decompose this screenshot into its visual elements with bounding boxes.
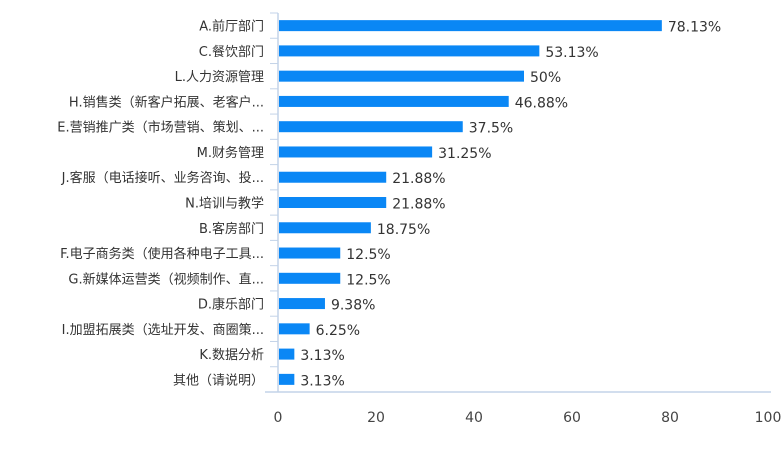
data-label: 12.5% <box>346 247 390 263</box>
category-label: 其他（请说明） <box>173 373 264 388</box>
data-label: 3.13% <box>300 348 344 364</box>
data-label: 31.25% <box>438 146 491 162</box>
x-tick-label: 40 <box>465 410 483 426</box>
bar <box>279 20 662 32</box>
category-label: N.培训与教学 <box>185 196 264 212</box>
bar <box>279 45 540 57</box>
x-tick-label: 60 <box>563 410 581 426</box>
bar <box>279 70 524 82</box>
x-tick-label: 100 <box>755 410 782 426</box>
category-label: E.营销推广类（市场营销、策划、... <box>57 120 264 136</box>
data-label: 21.88% <box>392 197 445 213</box>
data-label: 50% <box>530 70 561 86</box>
data-label: 78.13% <box>668 20 721 36</box>
category-label: K.数据分析 <box>199 348 264 363</box>
data-label: 46.88% <box>515 95 568 111</box>
bar <box>279 323 310 335</box>
bar <box>279 95 509 107</box>
data-label: 9.38% <box>331 298 375 314</box>
data-label: 18.75% <box>377 222 430 238</box>
data-label: 53.13% <box>545 45 598 61</box>
data-label: 21.88% <box>392 171 445 187</box>
category-label: A.前厅部门 <box>199 19 264 35</box>
bar <box>279 222 371 234</box>
bar <box>279 373 295 385</box>
category-label: B.客房部门 <box>199 221 264 237</box>
bar <box>279 146 433 158</box>
x-tick-label: 20 <box>367 410 385 426</box>
bar <box>279 171 387 183</box>
x-tick-label: 0 <box>274 410 283 426</box>
category-label: H.销售类（新客户拓展、老客户... <box>69 94 264 110</box>
category-label: D.康乐部门 <box>198 297 264 313</box>
category-label: I.加盟拓展类（选址开发、商圈策... <box>62 322 264 338</box>
bar <box>279 247 341 259</box>
category-label: F.电子商务类（使用各种电子工具... <box>60 246 264 262</box>
bar <box>279 121 463 133</box>
category-label: C.餐饮部门 <box>199 44 264 60</box>
category-label: M.财务管理 <box>197 145 264 161</box>
data-label: 3.13% <box>300 373 344 389</box>
bar <box>279 272 341 284</box>
x-tick-label: 80 <box>661 410 679 426</box>
bar <box>279 348 295 360</box>
data-label: 37.5% <box>469 121 513 137</box>
category-label: G.新媒体运营类（视频制作、直... <box>68 271 264 287</box>
bar <box>279 298 325 310</box>
data-label: 6.25% <box>316 323 360 339</box>
bar <box>279 197 387 208</box>
category-label: L.人力资源管理 <box>175 70 264 85</box>
category-label: J.客服（电话接听、业务咨询、投... <box>61 170 264 186</box>
data-label: 12.5% <box>346 272 390 288</box>
